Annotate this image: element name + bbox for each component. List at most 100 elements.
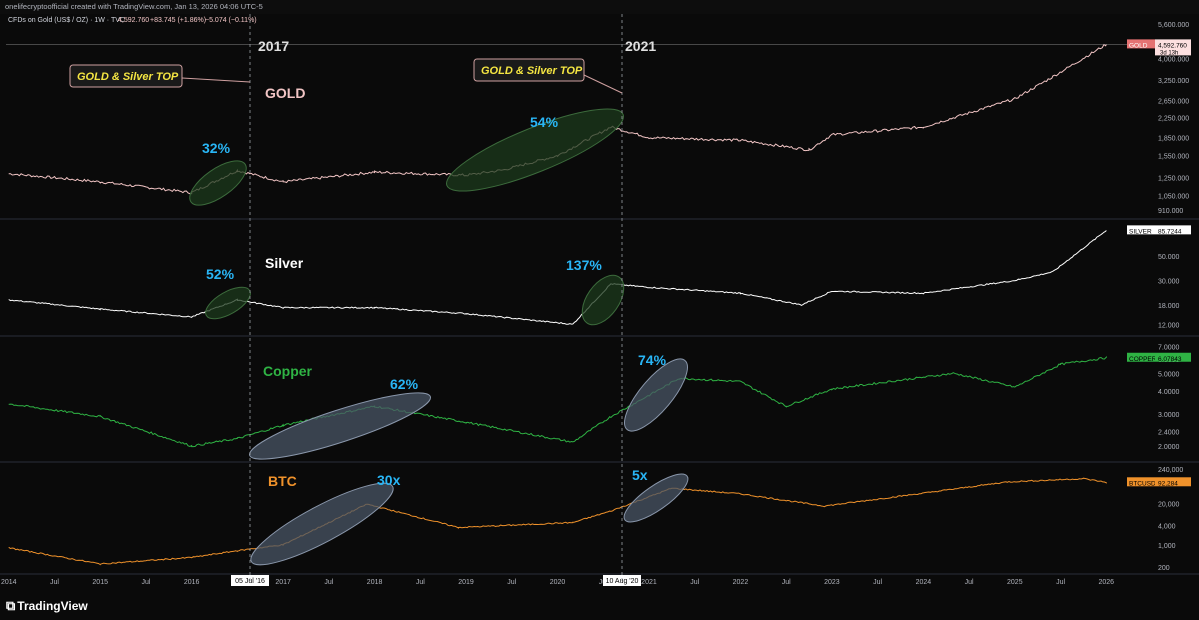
tradingview-brand-text: TradingView xyxy=(17,599,88,613)
highlight-ellipse xyxy=(250,482,394,566)
x-tick-label: 2016 xyxy=(184,579,200,586)
callout-text: GOLD & Silver TOP xyxy=(77,71,179,83)
series-line-btc xyxy=(8,477,1107,566)
x-tick-label: 2017 xyxy=(275,579,291,586)
price-tag-label-box xyxy=(1127,225,1155,235)
series-label-copper: Copper xyxy=(263,363,313,379)
price-tag-label: BTCUSD xyxy=(1129,480,1156,487)
callout-text: GOLD & Silver TOP xyxy=(481,65,583,77)
growth-annotation: 54% xyxy=(530,114,559,130)
x-tick-label: 2014 xyxy=(1,579,17,586)
change2-text: −5.074 (−0.11%) xyxy=(205,17,257,24)
y-tick-label: 2,650.000 xyxy=(1158,99,1189,106)
x-tick-label: 2023 xyxy=(824,579,840,586)
series-label-gold: GOLD xyxy=(265,85,305,101)
highlight-ellipse xyxy=(623,473,689,523)
x-tick-label: Jul xyxy=(690,579,699,586)
growth-annotation: 137% xyxy=(566,257,602,273)
y-tick-label: 5,600.000 xyxy=(1158,22,1189,29)
y-tick-label: 2,250.000 xyxy=(1158,115,1189,122)
growth-annotation: 30x xyxy=(377,472,401,488)
price-tag-countdown: 3d 13h xyxy=(1160,50,1178,56)
growth-annotation: 52% xyxy=(206,266,235,282)
y-tick-label: 7.0000 xyxy=(1158,345,1180,352)
price-text: 4,592.760 xyxy=(118,17,149,24)
y-tick-label: 18.000 xyxy=(1158,303,1180,310)
tradingview-logo-icon: ⧉ xyxy=(6,598,15,613)
price-tag-value-box xyxy=(1155,39,1191,56)
price-tag-value-box xyxy=(1155,352,1191,362)
callout-pointer xyxy=(583,74,623,94)
credit-text: onelifecryptoofficial created with Tradi… xyxy=(5,2,263,11)
x-tick-label: 2024 xyxy=(916,579,932,586)
x-tick-label: Jul xyxy=(507,579,516,586)
y-tick-label: 910.000 xyxy=(1158,208,1183,215)
event-year-label: 2021 xyxy=(625,38,656,54)
price-tag-label: COPPER xyxy=(1129,356,1157,363)
callout-box xyxy=(69,64,183,88)
price-tag-value-box xyxy=(1155,477,1191,487)
series-line-silver xyxy=(8,230,1107,325)
callout-pointer xyxy=(181,77,251,83)
x-tick-label: 2025 xyxy=(1007,579,1023,586)
y-tick-label: 200 xyxy=(1158,565,1170,572)
highlight-ellipse xyxy=(446,108,624,192)
x-tick-label: Jul xyxy=(873,579,882,586)
price-tag-value-box xyxy=(1155,225,1191,235)
y-tick-label: 12.000 xyxy=(1158,322,1180,329)
price-tag-label: GOLD xyxy=(1129,42,1148,49)
change-text: +83.745 (+1.86%) xyxy=(150,17,206,24)
x-tick-label: 2026 xyxy=(1098,579,1114,586)
y-tick-label: 1,850.000 xyxy=(1158,136,1189,143)
price-tag-value: 85.7244 xyxy=(1158,228,1182,235)
x-highlight-label: 10 Aug '20 xyxy=(606,578,639,585)
x-tick-label: 2022 xyxy=(733,579,749,586)
y-tick-label: 5.0000 xyxy=(1158,371,1180,378)
y-tick-label: 3.0000 xyxy=(1158,412,1180,419)
price-tag-value: 92,284 xyxy=(1158,480,1178,487)
growth-annotation: 32% xyxy=(202,140,231,156)
growth-annotation: 74% xyxy=(638,352,667,368)
y-tick-label: 50.000 xyxy=(1158,254,1180,261)
x-tick-label: Jul xyxy=(141,579,150,586)
y-tick-label: 4,000.000 xyxy=(1158,57,1189,64)
header-bar xyxy=(0,0,1199,14)
y-tick-label: 4,000 xyxy=(1158,524,1176,531)
highlight-ellipse xyxy=(249,392,431,460)
price-tag-value: 4,592.760 xyxy=(1158,42,1187,49)
y-tick-label: 20,000 xyxy=(1158,501,1180,508)
y-tick-label: 1,550.000 xyxy=(1158,154,1189,161)
highlight-ellipse xyxy=(205,286,251,320)
x-tick-label: Jul xyxy=(782,579,791,586)
price-tag-label-box xyxy=(1127,352,1155,362)
series-line-copper xyxy=(8,355,1107,448)
y-tick-label: 1,050.000 xyxy=(1158,194,1189,201)
x-tick-label: 2021 xyxy=(641,579,657,586)
y-tick-label: 240,000 xyxy=(1158,467,1183,474)
x-tick-label: Jul xyxy=(50,579,59,586)
event-year-label: 2017 xyxy=(258,38,289,54)
price-tag-label: SILVER xyxy=(1129,228,1152,235)
x-tick-label: Jul xyxy=(1056,579,1065,586)
price-tag-label-box xyxy=(1127,39,1155,49)
x-tick-label: 2015 xyxy=(92,579,108,586)
y-tick-label: 2.0000 xyxy=(1158,444,1180,451)
x-tick-label: Jul xyxy=(324,579,333,586)
series-label-btc: BTC xyxy=(268,473,297,489)
price-tag-label-box xyxy=(1127,477,1155,487)
tradingview-logo: ⧉ TradingView xyxy=(6,598,88,614)
price-tag-value: 6.07843 xyxy=(1158,356,1182,363)
y-tick-label: 30.000 xyxy=(1158,279,1180,286)
x-highlight-label: 05 Jul '16 xyxy=(235,578,265,585)
y-tick-label: 1,000 xyxy=(1158,543,1176,550)
highlight-ellipse xyxy=(581,274,625,326)
x-tick-label: 2018 xyxy=(367,579,383,586)
highlight-ellipse xyxy=(624,358,688,432)
y-tick-label: 4.0000 xyxy=(1158,389,1180,396)
x-tick-label: Jul xyxy=(965,579,974,586)
x-tick-label: 2019 xyxy=(458,579,474,586)
growth-annotation: 5x xyxy=(632,467,648,483)
y-tick-label: 2.4000 xyxy=(1158,430,1180,437)
y-tick-label: 1,250.000 xyxy=(1158,176,1189,183)
